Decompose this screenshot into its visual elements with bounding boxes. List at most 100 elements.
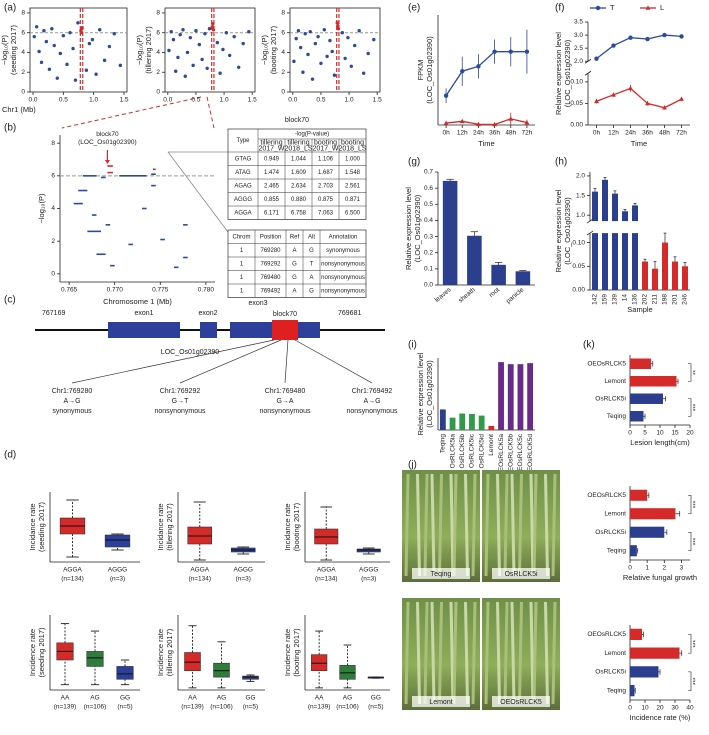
y-axis-label: Relative expression level <box>554 189 563 272</box>
block-label: block70 <box>273 311 297 318</box>
significance-bracket <box>688 634 692 654</box>
y-tick-label: 3.0 <box>574 32 583 39</box>
y-tick-label: OsRLCK5i <box>595 529 626 536</box>
x-tick-label: 246 <box>682 294 689 305</box>
snp-line <box>179 339 282 384</box>
y-tick-label: 8 <box>21 10 25 17</box>
table-subheader: 2017_W <box>258 145 284 152</box>
point <box>94 72 98 76</box>
y-tick-label: 0.10 <box>572 239 585 246</box>
point <box>322 28 327 32</box>
point <box>79 31 84 35</box>
point <box>306 52 310 57</box>
table-cell: A <box>309 275 313 281</box>
x-tick-label: OEOsRLCK5a <box>498 434 505 477</box>
box <box>116 666 134 680</box>
bar <box>527 363 534 430</box>
bar <box>442 180 458 285</box>
x-axis-label: Sample <box>627 305 652 314</box>
x-tick-label: OsRLCK5ia <box>449 434 456 469</box>
x-tick-label: 40 <box>686 705 694 712</box>
photo-stem <box>449 473 455 577</box>
table-cell: 769280 <box>260 248 281 254</box>
y-axis-label: Incidence rate <box>28 629 37 676</box>
y-axis-label: Incidence rate <box>156 629 165 676</box>
x-tick-label: 0.780 <box>198 287 215 294</box>
y-axis-label: Incidance rate <box>156 503 165 550</box>
photo-label-bg <box>412 568 470 579</box>
bar <box>498 362 504 430</box>
y-axis-label: (LOC_Os01g02390) <box>425 360 434 428</box>
photo-label: Teqing <box>431 571 452 578</box>
exon <box>108 322 180 338</box>
table-header: -log(P-value) <box>295 132 329 138</box>
panel-label: (h) <box>555 157 567 168</box>
panel-label: (f) <box>555 3 564 14</box>
y-axis-label: (seeding 2017) <box>37 501 46 552</box>
snp-label: Chr1:769280 <box>52 388 93 395</box>
bar <box>630 647 680 659</box>
point <box>221 47 225 52</box>
point <box>58 51 63 56</box>
x-tick-label: OEOsRLCK5c <box>517 433 524 476</box>
y-tick-label: 2 <box>156 69 160 76</box>
y-tick-label: 4 <box>21 49 25 56</box>
marker <box>611 92 616 97</box>
point <box>200 57 204 62</box>
marker <box>476 121 481 127</box>
photo-stem <box>484 601 490 705</box>
table-cell: 1.106 <box>318 156 334 162</box>
x-tick-label: 0.0 <box>288 97 297 104</box>
x-tick-label: GG <box>120 695 130 702</box>
snp-label: Chr1:769492 <box>352 388 393 395</box>
point <box>210 25 214 29</box>
y-tick-label: 0.2 <box>424 249 433 256</box>
photo-stem <box>464 473 469 577</box>
count-label: (n=134) <box>188 576 211 583</box>
point <box>357 29 361 33</box>
y-tick-label: OsRLCK5i <box>595 395 626 402</box>
table-cell: nonsynonymous <box>321 275 365 281</box>
snp-line <box>284 339 289 384</box>
table-cell: 2.561 <box>345 183 361 189</box>
photo-stem <box>551 473 557 577</box>
marker <box>476 64 481 69</box>
x-tick-label: 1.5 <box>119 97 128 104</box>
photo-stem <box>529 473 535 577</box>
photo-stem <box>452 601 458 705</box>
photo-stem <box>464 601 469 705</box>
point <box>205 66 209 70</box>
point <box>298 45 303 50</box>
y-tick-label: Lemont <box>604 378 626 385</box>
y-tick-label: 6 <box>281 29 285 36</box>
y-axis-label: (tillering 2017) <box>165 628 174 676</box>
point <box>37 49 41 54</box>
marker <box>508 116 514 121</box>
x-tick-label: 1.0 <box>345 97 354 104</box>
y-axis-label: (LOC_Os01g02390) <box>425 36 434 104</box>
x-tick-label: 12h <box>608 130 619 137</box>
y-tick-label: 1.0 <box>576 212 585 219</box>
bar <box>630 358 651 369</box>
bar <box>630 489 648 501</box>
table-cell: 0.949 <box>264 156 280 162</box>
point <box>167 48 171 53</box>
photo-stem <box>430 601 436 705</box>
annotation: block70 <box>96 131 119 138</box>
count-label: (n=106) <box>336 704 359 711</box>
y-axis-label: Incidance rate <box>283 503 292 550</box>
y-tick-label: 0.10 <box>570 79 583 86</box>
photo-stem <box>423 601 429 705</box>
point <box>308 30 312 34</box>
marker <box>645 100 650 106</box>
point <box>44 39 49 44</box>
x-axis-label: Relative fungal growth <box>623 573 697 582</box>
bar <box>469 413 475 430</box>
bar <box>630 376 677 387</box>
photo-stem <box>503 473 509 577</box>
y-axis-label: (booting 2017) <box>292 628 301 677</box>
marker <box>628 85 633 91</box>
count-label: (n=3) <box>110 576 125 583</box>
count-label: (n=139) <box>181 704 204 711</box>
x-tick-label: panicle <box>505 286 526 305</box>
